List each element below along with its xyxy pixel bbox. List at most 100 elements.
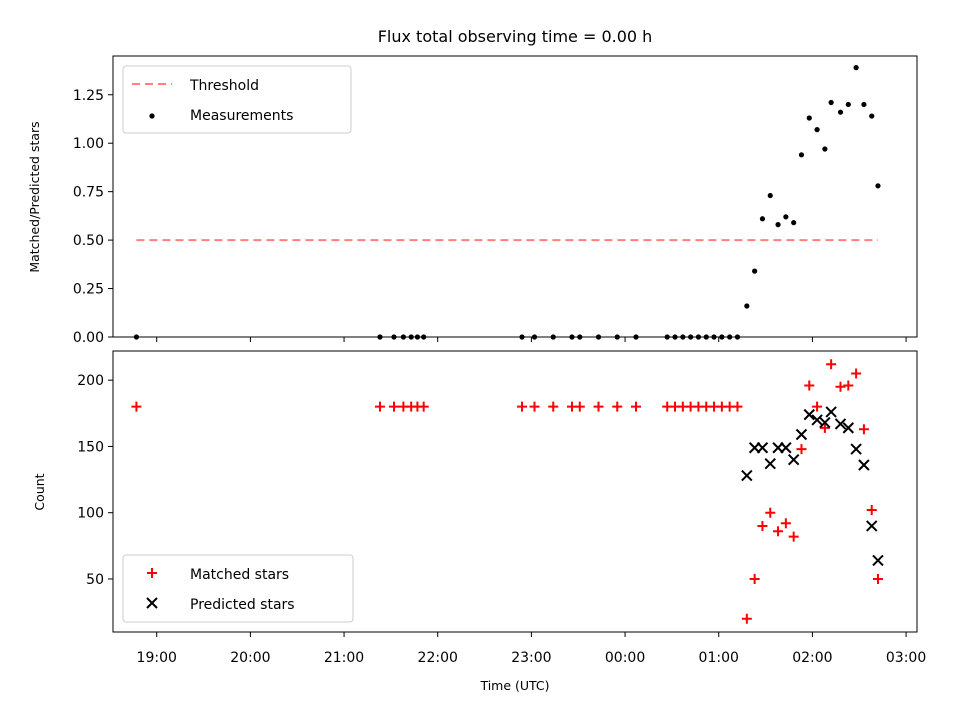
bottom-y-axis-label: Count: [32, 473, 47, 510]
measurement-point: [767, 192, 773, 199]
y-tick-label: 150: [77, 439, 104, 455]
bottom-plot-marks: [131, 359, 884, 624]
predicted-star-point: [741, 469, 753, 482]
x-tick-label: 01:00: [699, 650, 739, 666]
matched-star-point: [418, 401, 429, 412]
x-glyph: [146, 597, 158, 609]
matched-star-point: [741, 613, 752, 624]
measurement-point: [828, 99, 834, 106]
matched-star-point: [804, 380, 815, 391]
x-tick-label: 00:00: [605, 650, 645, 666]
top-legend-box: [122, 65, 352, 134]
matched-star-point: [757, 520, 768, 531]
measurement-point: [814, 127, 820, 133]
x-tick-label: 22:00: [418, 650, 458, 666]
measurement-point: [861, 101, 867, 108]
matched-star-point: [872, 573, 883, 584]
measurement-point: [837, 109, 844, 115]
bottom-panel: Count 50 100 150 200 19:00 20:00 21:00 22:00 23…: [32, 350, 926, 693]
top-x-ticks: [156, 337, 907, 342]
predicted-star-point: [834, 418, 847, 430]
matched-star-point: [517, 401, 528, 412]
bottom-y-ticks: 50 100 150 200: [77, 373, 113, 588]
top-panel: Matched/Predicted stars 0.00 0.25 0.50 0.75…: [27, 55, 918, 346]
measurement-point: [869, 113, 875, 119]
plus-glyph: [147, 568, 157, 578]
legend-predicted-swatch: [146, 597, 158, 609]
top-y-axis-label: Matched/Predicted stars: [27, 121, 42, 272]
bottom-legend: Matched stars Predicted stars: [122, 554, 354, 623]
matched-star-point: [796, 444, 807, 455]
matched-star-point: [780, 518, 791, 529]
x-axis-label: Time (UTC): [479, 678, 549, 693]
measurement-point: [759, 216, 766, 222]
predicted-star-point: [764, 457, 776, 470]
y-tick-label: 0.75: [73, 185, 104, 201]
measurement-point: [875, 183, 881, 189]
matched-star-point: [630, 401, 641, 412]
chart-title: Flux total observing time = 0.00 h: [378, 27, 653, 46]
predicted-star-point: [819, 416, 831, 429]
bottom-legend-box: [122, 554, 354, 623]
measurement-point: [822, 146, 828, 152]
measurement-point: [791, 220, 797, 226]
bottom-plot-frame: [112, 350, 918, 633]
matched-star-point: [131, 401, 142, 412]
legend-measurements-swatch: [149, 113, 155, 119]
predicted-star-point: [811, 414, 823, 426]
matched-star-point: [374, 401, 385, 412]
matched-star-point: [843, 380, 854, 391]
bottom-x-ticks: 19:00 20:00 21:00 22:00 23:00 00:00 01:00 02:00…: [137, 632, 926, 666]
matched-star-point: [866, 505, 877, 516]
y-tick-label: 0.00: [73, 330, 104, 346]
x-tick-label: 21:00: [324, 650, 364, 666]
predicted-star-point: [756, 442, 769, 454]
matched-star-point: [765, 507, 776, 518]
measurement-point: [853, 65, 859, 71]
predicted-star-point: [780, 442, 792, 454]
predicted-star-point: [795, 428, 808, 441]
measurement-point: [806, 115, 812, 121]
x-tick-label: 02:00: [792, 650, 832, 666]
matched-star-point: [593, 401, 604, 412]
matched-star-point: [788, 531, 799, 542]
y-tick-label: 200: [77, 373, 104, 389]
matched-star-point: [835, 381, 846, 392]
measurement-point: [798, 152, 805, 158]
y-tick-label: 0.50: [73, 233, 104, 249]
measurement-point: [744, 303, 750, 309]
x-tick-label: 20:00: [230, 650, 270, 666]
top-legend: Threshold Measurements: [122, 65, 352, 134]
predicted-star-point: [866, 520, 878, 532]
matched-star-point: [612, 401, 623, 412]
matched-star-point: [389, 401, 400, 412]
x-tick-label: 03:00: [886, 650, 926, 666]
matched-star-point: [812, 401, 823, 412]
matched-star-point: [548, 401, 559, 412]
top-y-ticks: 0.00 0.25 0.50 0.75 1.00 1.25: [73, 88, 113, 346]
predicted-star-point: [858, 459, 870, 471]
matched-star-point: [574, 401, 585, 412]
predicted-star-point: [803, 408, 815, 421]
predicted-star-point: [850, 443, 862, 455]
matched-star-point: [529, 401, 540, 412]
measurement-point: [783, 214, 789, 220]
measurement-point: [752, 268, 758, 274]
matched-star-point: [773, 526, 784, 537]
legend-predicted-label: Predicted stars: [190, 597, 295, 613]
y-tick-label: 1.00: [73, 136, 104, 152]
y-tick-label: 50: [86, 572, 104, 588]
measurement-point: [845, 101, 851, 108]
top-plot-marks: [133, 65, 881, 340]
x-tick-label: 23:00: [511, 650, 551, 666]
matched-star-point: [851, 368, 862, 379]
legend-threshold-label: Threshold: [189, 78, 259, 94]
matched-star-point: [732, 401, 743, 412]
legend-matched-swatch: [147, 568, 157, 578]
legend-matched-label: Matched stars: [190, 567, 289, 583]
legend-measurements-label: Measurements: [190, 108, 293, 124]
predicted-star-point: [787, 453, 800, 466]
predicted-star-point: [872, 554, 884, 567]
y-tick-label: 100: [77, 506, 104, 522]
